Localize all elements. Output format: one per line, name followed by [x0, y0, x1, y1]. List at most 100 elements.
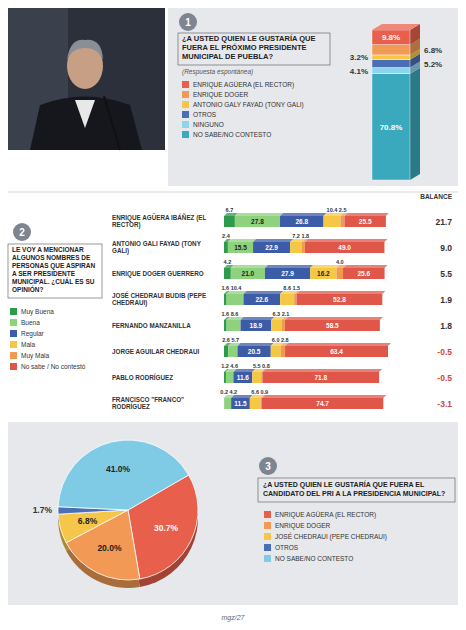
data-label: 6.0 — [272, 337, 280, 343]
data-label: 25.5 — [359, 218, 372, 225]
text-line: PABLO RODRÍGUEZ — [112, 373, 173, 381]
bar — [337, 268, 343, 279]
marks — [372, 24, 420, 180]
bar — [285, 346, 388, 357]
data-label: 20.5 — [248, 348, 261, 355]
bar-top — [228, 239, 256, 242]
legend-label: OTROS — [193, 111, 217, 118]
data-label: 5.7 — [231, 337, 239, 343]
bar — [372, 45, 410, 55]
bar — [224, 294, 227, 305]
bar — [252, 372, 261, 383]
bar — [271, 320, 281, 331]
legend-swatch — [10, 330, 17, 337]
photo-suit — [30, 97, 142, 151]
photo-mic — [104, 96, 120, 150]
bar — [228, 242, 253, 253]
bar — [253, 242, 290, 253]
category-label: JORGE AGUILAR CHEDRAUI — [112, 348, 199, 355]
data-label: 2.5 — [339, 207, 347, 213]
data-label: 49.0 — [338, 244, 351, 251]
bar-top — [344, 213, 388, 216]
text-line: ¿A USTED QUIEN LE GUSTARÍA QUE FUERA EL — [263, 480, 425, 489]
panel-bg — [8, 422, 458, 605]
bar — [305, 242, 385, 253]
data-label: 6.6 — [251, 389, 259, 395]
bar — [241, 320, 272, 331]
bar — [231, 398, 250, 409]
data-label: 74.7 — [316, 400, 329, 407]
separator — [8, 192, 458, 193]
data-label: 27.8 — [251, 218, 264, 225]
data-label: 10.4 — [231, 285, 243, 291]
data-label: 41.0% — [106, 464, 131, 474]
data-label: 16.2 — [317, 270, 330, 277]
bar-top — [241, 317, 275, 320]
data-label: 3.2% — [350, 53, 368, 62]
data-label: 5.5 — [253, 363, 261, 369]
bar — [281, 346, 286, 357]
chart-3: 30.7%20.0%6.8%1.7%41.0%3¿A USTED QUIEN L… — [8, 422, 458, 605]
photo-bg — [8, 8, 165, 150]
data-label: 9.8% — [382, 33, 400, 42]
category-label: ANTONIO GALI FAYAD (TONYGALI) — [112, 240, 202, 255]
title: ¿A USTED QUIEN LE GUSTARÍA QUEFUERA EL P… — [182, 34, 315, 61]
legend-label: Mala — [21, 341, 35, 348]
bar — [280, 294, 294, 305]
bar — [302, 242, 305, 253]
data-label: 25.6 — [357, 270, 370, 277]
badge-number: 2 — [19, 227, 25, 238]
bar-depth — [410, 68, 420, 180]
bar-top — [265, 265, 313, 268]
legend-swatch — [264, 522, 271, 529]
bar-top — [297, 291, 386, 294]
bar-top — [233, 369, 255, 372]
category-label: JOSÉ CHEDRAUI BUDIB (PEPECHEDRAUI) — [112, 291, 206, 307]
title: ¿A USTED QUIEN LE GUSTARÍA QUE FUERA ELC… — [263, 480, 445, 497]
bar-top — [237, 343, 273, 346]
slice — [58, 510, 128, 543]
badge — [13, 223, 31, 241]
bar — [237, 346, 270, 357]
balance-label: -0.5 — [437, 373, 452, 383]
data-label: 4.0 — [336, 259, 344, 265]
bar — [280, 216, 324, 227]
legend-label: Muy Buena — [21, 308, 54, 316]
text-line: MUNICIPAL. ¿CUÁL ES SU — [12, 277, 95, 285]
text-line: FRANCISCO "FRANCO" — [112, 396, 184, 403]
data-labels: 6.727.826.810.42.525.52.415.522.97.21.84… — [220, 207, 372, 407]
title-box — [258, 478, 455, 502]
text-line: A SER PRESIDENTE — [12, 270, 76, 277]
photo-shirt — [75, 100, 95, 128]
text-line: ALGUNOS NOMBRES DE — [12, 254, 91, 261]
data-label: 6.3 — [273, 311, 281, 317]
data-label: 63.4 — [330, 348, 343, 355]
bar — [224, 216, 235, 227]
data-label: 6.8% — [78, 516, 98, 526]
data-label: 8.6 — [231, 311, 239, 317]
data-label: 2.6 — [222, 337, 230, 343]
bar — [224, 242, 228, 253]
data-label: 5.2% — [424, 60, 442, 69]
text-line: JORGE AGUILAR CHEDRAUI — [112, 348, 199, 355]
bar-top — [343, 265, 388, 268]
subtitle: (Respuesta espontánea) — [182, 68, 253, 76]
bar — [243, 294, 280, 305]
bar — [262, 398, 383, 409]
legend-label: Regular — [21, 330, 45, 338]
text-line: RECTOR) — [112, 221, 141, 229]
chart-1: 1¿A USTED QUIEN LE GUSTARÍA QUEFUERA EL … — [8, 8, 458, 186]
bar — [340, 216, 344, 227]
legend-label: ENRIQUE AGÜERA (EL RECTOR) — [275, 511, 376, 519]
balance-label: 1.8 — [440, 321, 452, 331]
data-label: 6.7 — [226, 207, 234, 213]
legend-label: ENRIQUE AGÜERA (EL RECTOR) — [193, 81, 294, 89]
data-label: 1.6 — [221, 285, 229, 291]
text-line: Muy Buena — [21, 308, 54, 316]
bar — [235, 216, 280, 227]
balance-label: 5.5 — [440, 269, 452, 279]
legend-swatch — [10, 319, 17, 326]
footer: mgz/27 — [222, 614, 246, 622]
data-label: 70.8% — [380, 123, 403, 132]
photo-hair — [67, 40, 103, 60]
